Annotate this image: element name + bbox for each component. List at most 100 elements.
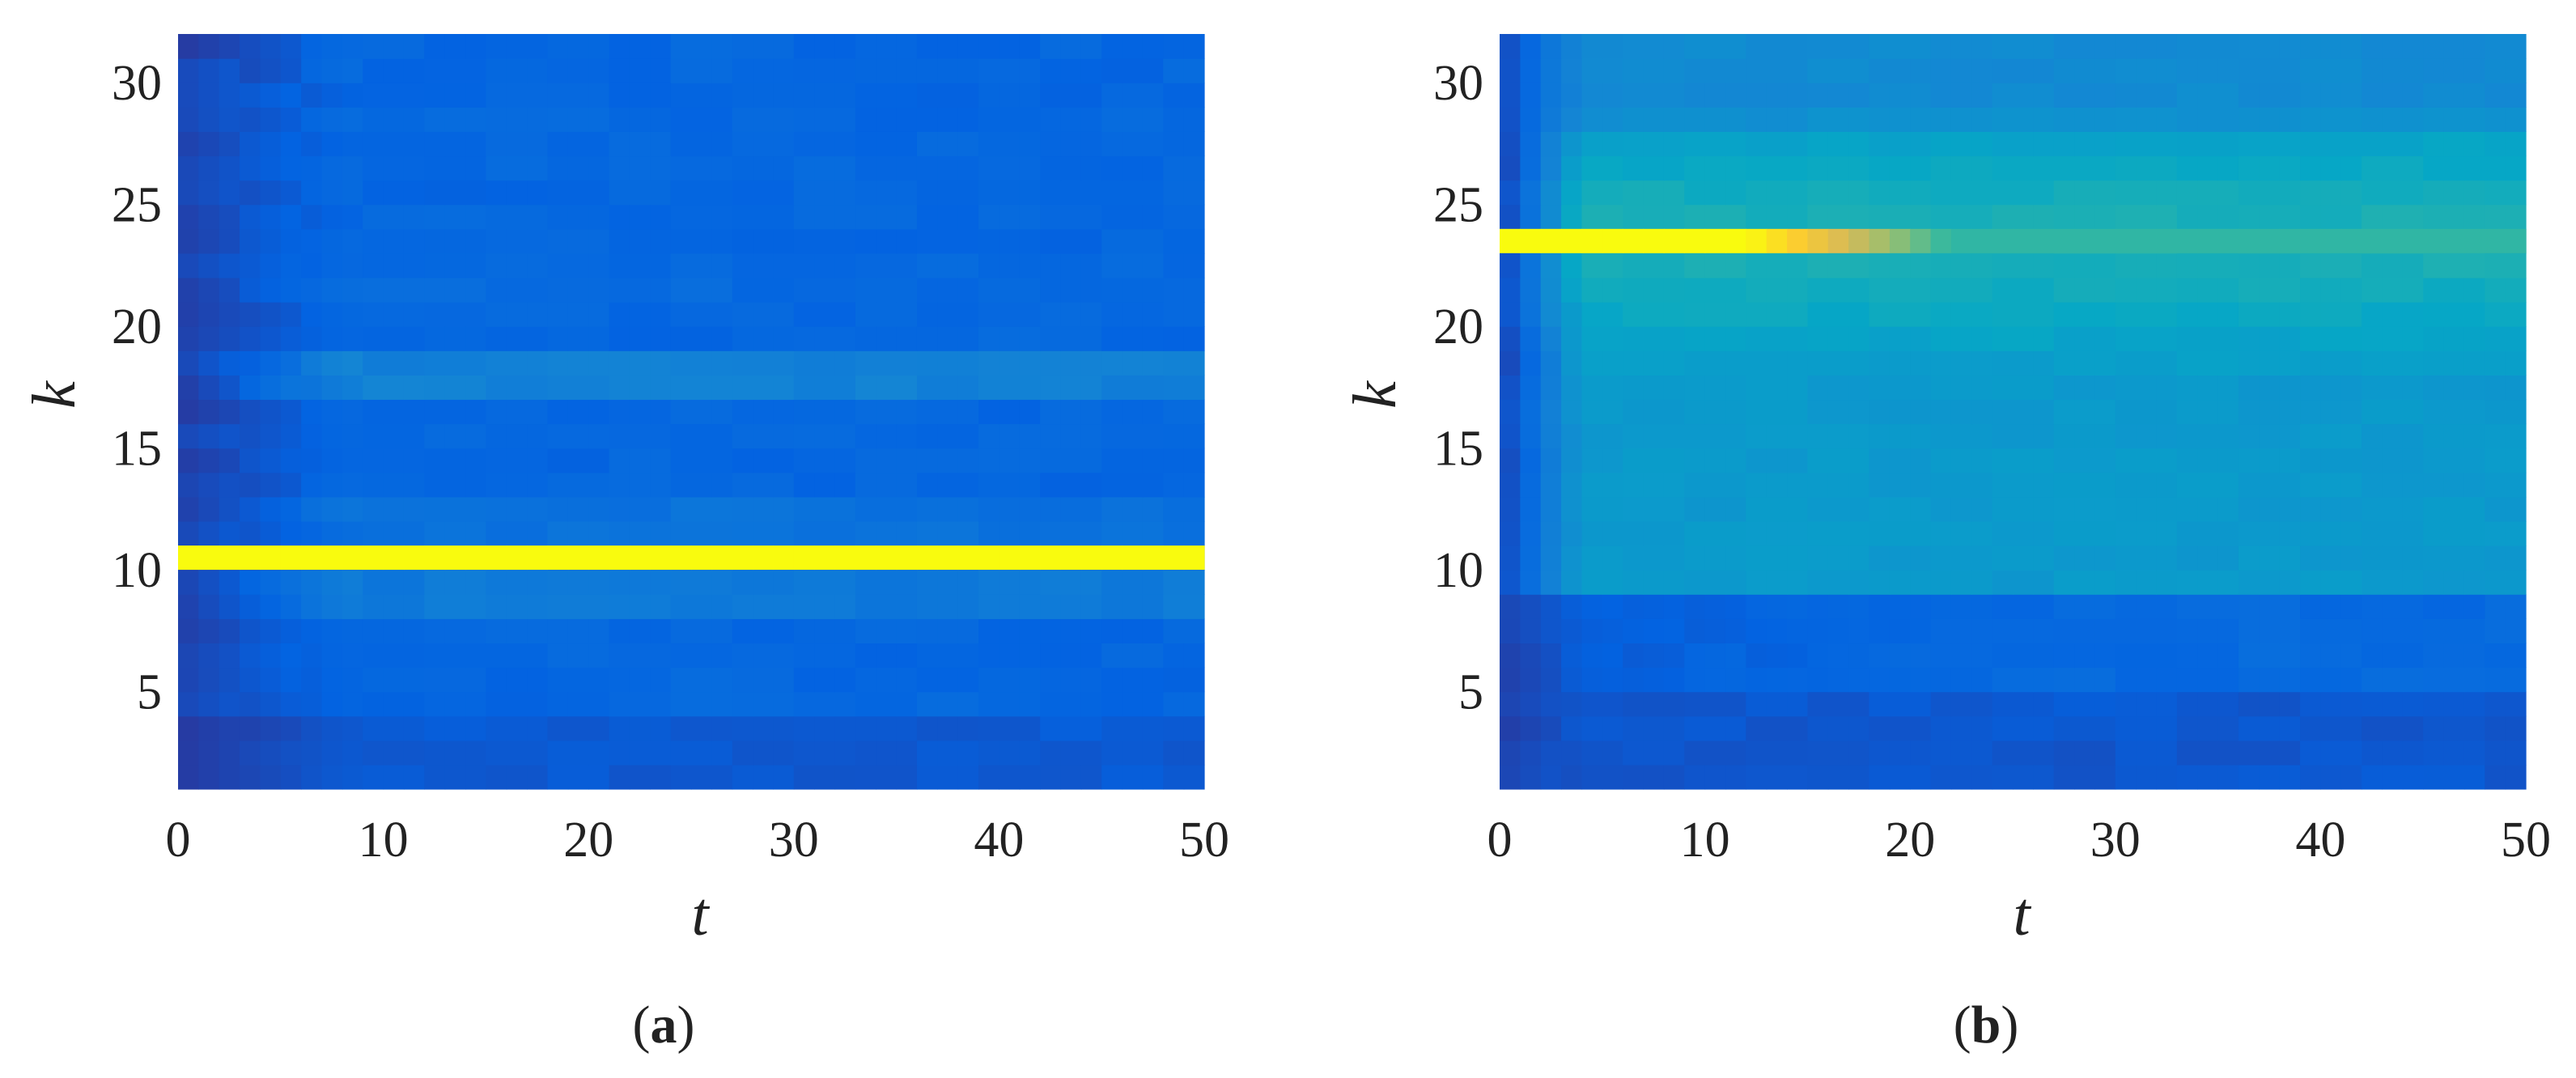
heatmap-cell [2217,740,2239,766]
heatmap-cell [937,350,959,376]
heatmap-cell [1848,107,1870,132]
heatmap-cell [978,34,999,59]
heatmap-cell [1561,155,1583,181]
heatmap-cell [1500,155,1521,181]
heatmap-cell [260,570,282,595]
heatmap-cell [1060,204,1082,230]
heatmap-cell [876,496,898,522]
heatmap-cell [2238,107,2260,132]
heatmap-cell [1971,496,1993,522]
heatmap-cell [2485,691,2506,717]
heatmap-cell [650,155,672,181]
y-axis-label-a: k [20,380,88,409]
heatmap-cell [1623,180,1644,206]
heatmap-cell [240,180,261,206]
heatmap-cell [1060,83,1082,108]
heatmap-cell [1930,764,1952,790]
heatmap-cell [876,131,898,157]
x-tick-label: 50 [2501,813,2551,868]
heatmap-cell [978,715,999,741]
heatmap-cell [999,326,1021,351]
heatmap-cell [1040,448,1062,473]
heatmap-cell [1122,180,1144,206]
heatmap-cell [2033,643,2055,668]
heatmap-cell [2115,570,2137,595]
heatmap-cell [1183,643,1205,668]
heatmap-cell [2485,180,2506,206]
heatmap-cell [1080,740,1102,766]
heatmap-cell [957,643,979,668]
heatmap-cell [1101,83,1123,108]
heatmap-cell [2197,375,2219,401]
heatmap-cell [773,375,795,401]
heatmap-cell [814,399,836,425]
heatmap-cell [1766,180,1788,206]
heatmap-cell [1643,253,1665,278]
heatmap-cell [2013,204,2034,230]
heatmap-cell [2464,667,2485,693]
heatmap-cell [1725,667,1746,693]
heatmap-cell [1122,764,1144,790]
heatmap-cell [1500,545,1521,571]
heatmap-cell [527,764,549,790]
heatmap-cell [240,131,261,157]
heatmap-cell [2279,448,2301,473]
heatmap-cell [2340,58,2362,83]
heatmap-cell [1663,83,1685,108]
heatmap-cell [2013,496,2034,522]
heatmap-cell [1869,691,1891,717]
heatmap-cell [2136,691,2158,717]
heatmap-cell [999,375,1021,401]
heatmap-cell [916,58,938,83]
heatmap-cell [2300,545,2321,571]
heatmap-cell [342,472,363,498]
heatmap-cell [876,204,898,230]
heatmap-cell [978,764,999,790]
heatmap-cell [1848,253,1870,278]
heatmap-cell [711,107,733,132]
highlight-cell [588,545,610,571]
heatmap-cell [1930,375,1952,401]
heatmap-cell [2094,58,2116,83]
heatmap-cell [711,448,733,473]
heatmap-cell [1602,740,1623,766]
heatmap-cell [978,350,999,376]
heatmap-cell [2279,691,2301,717]
heatmap-cell [793,277,815,303]
heatmap-cell [2340,399,2362,425]
heatmap-cell [814,594,836,619]
heatmap-cell [444,448,466,473]
heatmap-cell [2485,326,2506,351]
heatmap-cell [1950,691,1972,717]
heatmap-cell [2176,545,2198,571]
heatmap-cell [1971,34,1993,59]
heatmap-cell [301,253,323,278]
heatmap-cell [2238,131,2260,157]
heatmap-cell [876,520,898,546]
heatmap-cell [2423,302,2445,327]
heatmap-cell [2074,618,2096,644]
heatmap-cell [1910,302,1932,327]
heatmap-cell [1080,302,1102,327]
heatmap-cell [1520,764,1542,790]
heatmap-cell [486,302,507,327]
heatmap-cell [1040,740,1062,766]
heatmap-cell [2423,594,2445,619]
heatmap-cell [1663,764,1685,790]
heatmap-cell [198,34,220,59]
heatmap-cell [383,715,405,741]
heatmap-cell [896,618,918,644]
heatmap-cell [588,520,610,546]
heatmap-cell [2402,107,2424,132]
heatmap-cell [198,448,220,473]
heatmap-cell [2094,423,2116,449]
heatmap-cell [2485,715,2506,741]
highlight-cell [1500,228,1521,253]
heatmap-cell [2340,764,2362,790]
heatmap-cell [1889,302,1911,327]
heatmap-cell [1663,350,1685,376]
heatmap-cell [1040,302,1062,327]
heatmap-cell [916,740,938,766]
heatmap-cell [711,326,733,351]
heatmap-cell [2217,691,2239,717]
